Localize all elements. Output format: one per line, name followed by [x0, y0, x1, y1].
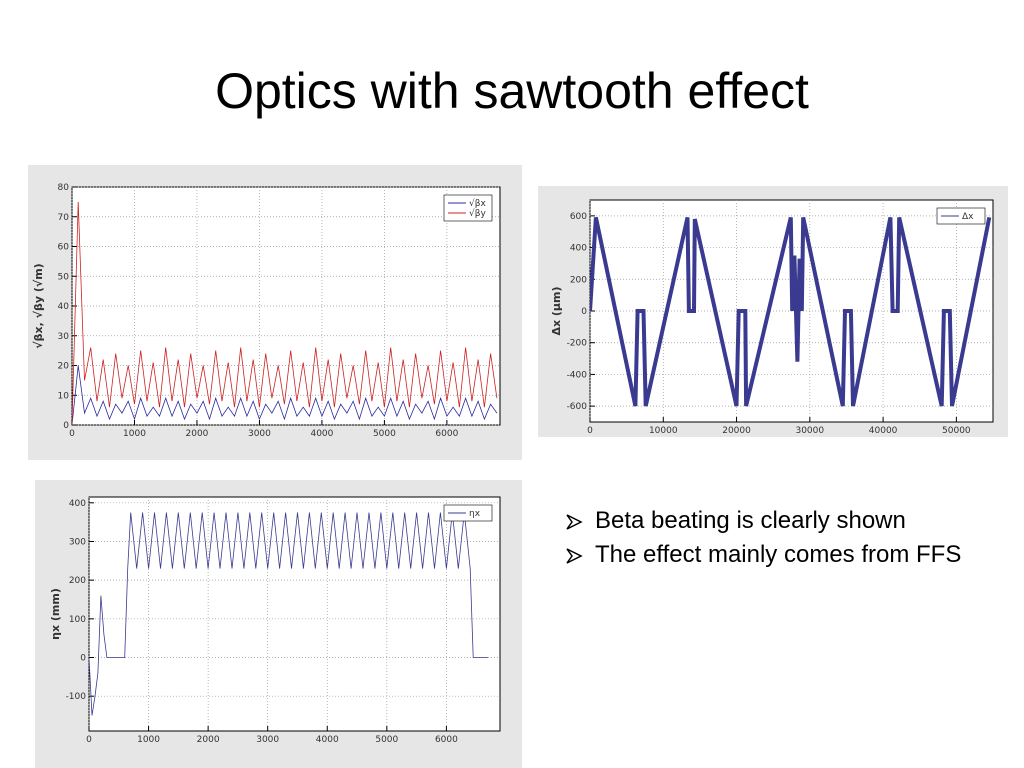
y-tick-label: 0: [63, 421, 69, 431]
y-tick-label: 0: [80, 654, 86, 664]
legend-label: Δx: [962, 212, 974, 222]
bullet-list: Beta beating is clearly shown The effect…: [565, 504, 985, 572]
x-tick-label: 2000: [197, 735, 220, 745]
legend-box: [443, 504, 493, 522]
series-line: [89, 512, 489, 716]
y-tick-label: 40: [58, 302, 70, 312]
y-tick-label: 400: [570, 244, 587, 254]
bullet: The effect mainly comes from FFS: [565, 538, 985, 572]
y-tick-label: 100: [69, 615, 86, 625]
x-tick-label: 20000: [722, 426, 751, 436]
y-tick-label: 50: [58, 272, 70, 282]
y-tick-label: 70: [58, 213, 70, 223]
x-tick-label: 6000: [435, 429, 458, 439]
legend-label: √βx: [469, 198, 486, 209]
x-tick-label: 1000: [123, 429, 146, 439]
y-tick-label: 80: [58, 183, 70, 193]
chart: 0 10 20 30 40 50 60 70 80 0 1000 2000 3000 4000 5000 60…: [32, 183, 501, 439]
y-tick-label: -200: [567, 339, 588, 349]
y-tick-label: 600: [570, 212, 587, 222]
chart-panel: -100 0 100 200 300 400 0 1000 2000 3000 4000 5000 60…: [35, 480, 522, 768]
y-tick-label: 30: [58, 332, 70, 342]
y-tick-label: 20: [58, 362, 70, 372]
y-tick-label: 300: [69, 537, 86, 547]
bullet-arrow: [566, 548, 583, 564]
bullet-text: The effect mainly comes from FFS: [595, 541, 962, 568]
legend-box: [936, 207, 986, 225]
plot-area: [88, 496, 501, 732]
y-tick-label: 0: [581, 307, 587, 317]
y-tick-label: -600: [567, 402, 588, 412]
x-tick-label: 5000: [375, 735, 398, 745]
x-tick-label: 1000: [137, 735, 160, 745]
x-tick-label: 0: [69, 429, 75, 439]
y-axis-label: √βx, √βy (√m): [32, 263, 45, 348]
series-line: [72, 201, 498, 425]
y-tick-label: 60: [58, 243, 70, 253]
chart-panel: 0 10 20 30 40 50 60 70 80 0 1000 2000 3000 4000 5000 60…: [28, 165, 522, 460]
x-tick-label: 5000: [373, 429, 396, 439]
series-line: [590, 216, 992, 407]
x-tick-label: 10000: [649, 426, 678, 436]
x-tick-label: 3000: [248, 429, 271, 439]
y-axis-label: ηx (mm): [49, 588, 62, 640]
y-tick-label: 200: [570, 275, 587, 285]
y-axis-label: Δx (μm): [550, 286, 563, 335]
x-tick-label: 30000: [795, 426, 824, 436]
x-tick-label: 40000: [869, 426, 898, 436]
y-tick-label: -100: [66, 692, 87, 702]
x-tick-label: 3000: [256, 735, 279, 745]
legend-label: ηx: [469, 509, 481, 519]
series-line: [72, 365, 498, 425]
legend-box: [443, 194, 493, 222]
x-tick-label: 0: [86, 735, 92, 745]
x-tick-label: 2000: [186, 429, 209, 439]
chart-panel: -600 -400 -200 0 200 400 600 0 10000 20000 30000 40…: [538, 186, 1008, 437]
y-tick-label: 400: [69, 499, 86, 509]
bullet-arrow: [566, 514, 583, 530]
y-tick-label: 200: [69, 576, 86, 586]
y-tick-label: 10: [58, 391, 70, 401]
x-tick-label: 4000: [316, 735, 339, 745]
chart: -600 -400 -200 0 200 400 600 0 10000 20000 30000 40…: [550, 199, 994, 436]
legend-label: √βy: [469, 208, 486, 219]
bullet-text: Beta beating is clearly shown: [595, 507, 906, 534]
x-tick-label: 4000: [310, 429, 333, 439]
bullet: Beta beating is clearly shown: [565, 504, 985, 538]
x-tick-label: 50000: [942, 426, 971, 436]
x-tick-label: 6000: [435, 735, 458, 745]
y-tick-label: -400: [567, 370, 588, 380]
x-tick-label: 0: [587, 426, 593, 436]
slide-title: Optics with sawtooth effect: [215, 63, 809, 119]
